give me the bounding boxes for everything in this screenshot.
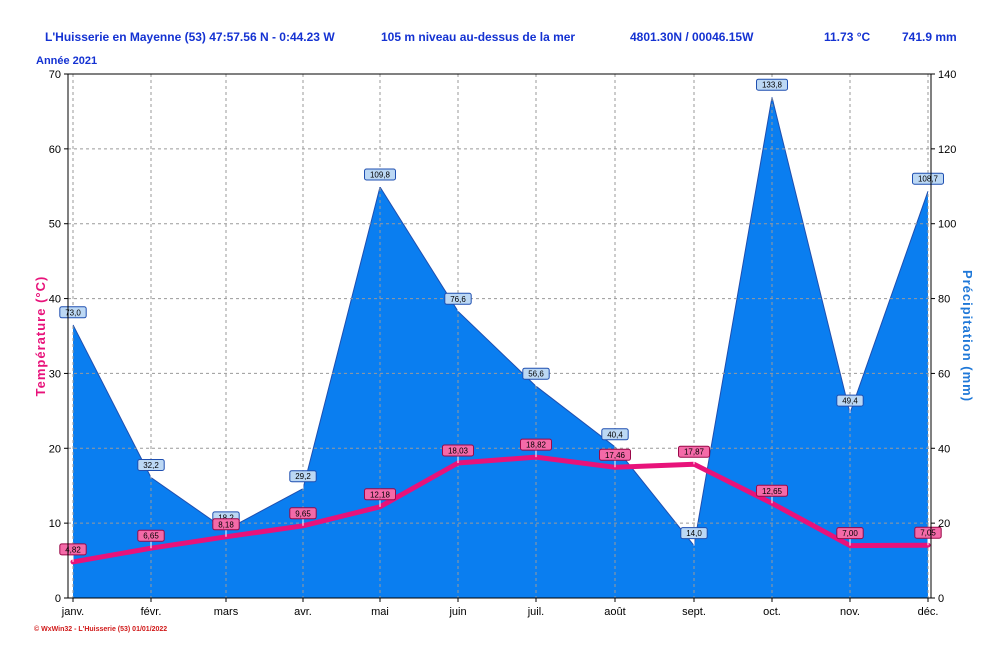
temperature-line-layer (70, 454, 931, 565)
annual-temperature: 11.73 °C (824, 30, 871, 44)
data-label-layer: 73,0 32,2 18,2 29,2 109,8 76,6 56,6 40,4 14,0 133… (59, 78, 944, 562)
left-axis-tick-label: 10 (49, 518, 61, 530)
precipitation-data-label-box (601, 428, 629, 441)
month-label: juil. (527, 606, 545, 618)
temperature-data-label: 7,05 (920, 529, 936, 538)
left-axis-tick-label: 70 (49, 69, 61, 81)
left-axis-tick-label: 20 (49, 443, 61, 455)
temperature-data-label-box (212, 518, 240, 531)
temperature-data-label-box (289, 507, 317, 520)
left-axis-tick-label: 0 (55, 593, 61, 605)
month-label: mai (371, 606, 389, 618)
precipitation-data-label-box (137, 459, 165, 471)
precipitation-data-label: 73,0 (65, 308, 81, 317)
altitude-text: 105 m niveau au-dessus de la mer (381, 30, 575, 44)
right-axis-tick-label: 0 (938, 593, 944, 605)
left-axis-tick-label: 50 (49, 219, 61, 231)
temperature-data-label-box (756, 484, 788, 497)
month-label: oct. (763, 606, 781, 618)
month-label: avr. (294, 606, 312, 618)
left-axis-tick-label: 30 (49, 368, 61, 380)
temperature-data-label-box (599, 448, 631, 461)
precipitation-data-label: 108,7 (918, 175, 939, 184)
temperature-data-label: 8,18 (218, 520, 234, 529)
temperature-data-label: 18,03 (448, 447, 469, 456)
station-title: L'Huisserie en Mayenne (53) 47:57.56 N -… (45, 30, 335, 44)
temperature-data-label-box (520, 438, 552, 451)
temperature-line (70, 454, 931, 565)
temperature-data-label-box (364, 488, 396, 501)
temperature-data-label-box (442, 444, 474, 457)
temperature-data-label: 18,82 (526, 441, 547, 450)
temperature-data-label-box (678, 445, 710, 458)
month-label: nov. (840, 606, 860, 618)
temperature-data-label: 12,65 (762, 487, 783, 496)
precipitation-data-label-box (522, 367, 550, 380)
left-axis-tick-label: 40 (49, 294, 61, 306)
temperature-data-label: 6,65 (143, 532, 159, 541)
precipitation-data-label: 109,8 (370, 171, 391, 180)
month-label: sept. (682, 606, 706, 618)
precipitation-data-label: 40,4 (607, 430, 623, 439)
precipitation-data-label: 32,2 (143, 461, 159, 470)
temperature-data-label-box (59, 543, 87, 556)
axis-layer: 0 10 20 30 40 50 60 70 0 20 40 60 80 100 120 140 janv. fé… (49, 69, 957, 618)
precipitation-data-label-box (756, 78, 788, 91)
precipitation-data-label-box (444, 292, 472, 305)
precipitation-data-label: 29,2 (295, 472, 311, 481)
right-axis-tick-label: 40 (938, 443, 950, 455)
temperature-data-label-box (137, 529, 165, 542)
month-label: févr. (141, 606, 162, 618)
precipitation-data-label-box (836, 394, 864, 407)
right-axis-tick-label: 140 (938, 69, 956, 81)
month-label: mars (214, 606, 239, 618)
temperature-data-label: 17,46 (605, 451, 626, 460)
right-axis-tick-label: 100 (938, 219, 956, 231)
temperature-data-label-box (836, 527, 864, 540)
month-label: juin (448, 606, 466, 618)
precipitation-data-label: 76,6 (450, 295, 466, 304)
plot-frame (67, 73, 932, 599)
precipitation-data-label: 18,2 (218, 513, 234, 522)
year-label: Année 2021 (36, 55, 97, 67)
precipitation-data-label: 49,4 (842, 397, 858, 406)
temperature-data-label: 17,87 (684, 448, 705, 457)
right-axis-tick-label: 20 (938, 518, 950, 530)
temperature-data-label: 7,00 (842, 529, 858, 538)
temperature-data-label: 12,18 (370, 490, 391, 499)
left-axis-tick-label: 60 (49, 144, 61, 156)
precipitation-data-label-box (364, 168, 396, 181)
right-axis-tick-label: 60 (938, 368, 950, 380)
right-axis-title: Précipitation (mm) (960, 270, 975, 402)
precipitation-data-label: 14,0 (686, 529, 702, 538)
left-axis-title: Température (°C) (33, 276, 48, 397)
footer-credit: © WxWin32 - L'Huisserie (53) 01/01/2022 (34, 625, 167, 633)
month-label: août (604, 606, 625, 618)
precipitation-data-label-box (680, 527, 708, 540)
temperature-data-label: 9,65 (295, 509, 311, 518)
temperature-data-label-box (914, 526, 942, 539)
annual-precipitation: 741.9 mm (902, 30, 957, 44)
precipitation-data-label-box (289, 470, 317, 483)
right-axis-tick-label: 80 (938, 294, 950, 306)
month-label: janv. (61, 606, 84, 618)
temperature-data-label: 4,82 (65, 545, 81, 554)
right-axis-tick-label: 120 (938, 144, 956, 156)
precipitation-data-label-box (59, 306, 87, 319)
precipitation-data-label: 133,8 (762, 81, 783, 90)
coordinates-text: 4801.30N / 00046.15W (630, 30, 754, 44)
precipitation-data-label: 56,6 (528, 370, 544, 379)
precipitation-data-label-box (912, 172, 944, 185)
month-label: déc. (918, 606, 939, 618)
